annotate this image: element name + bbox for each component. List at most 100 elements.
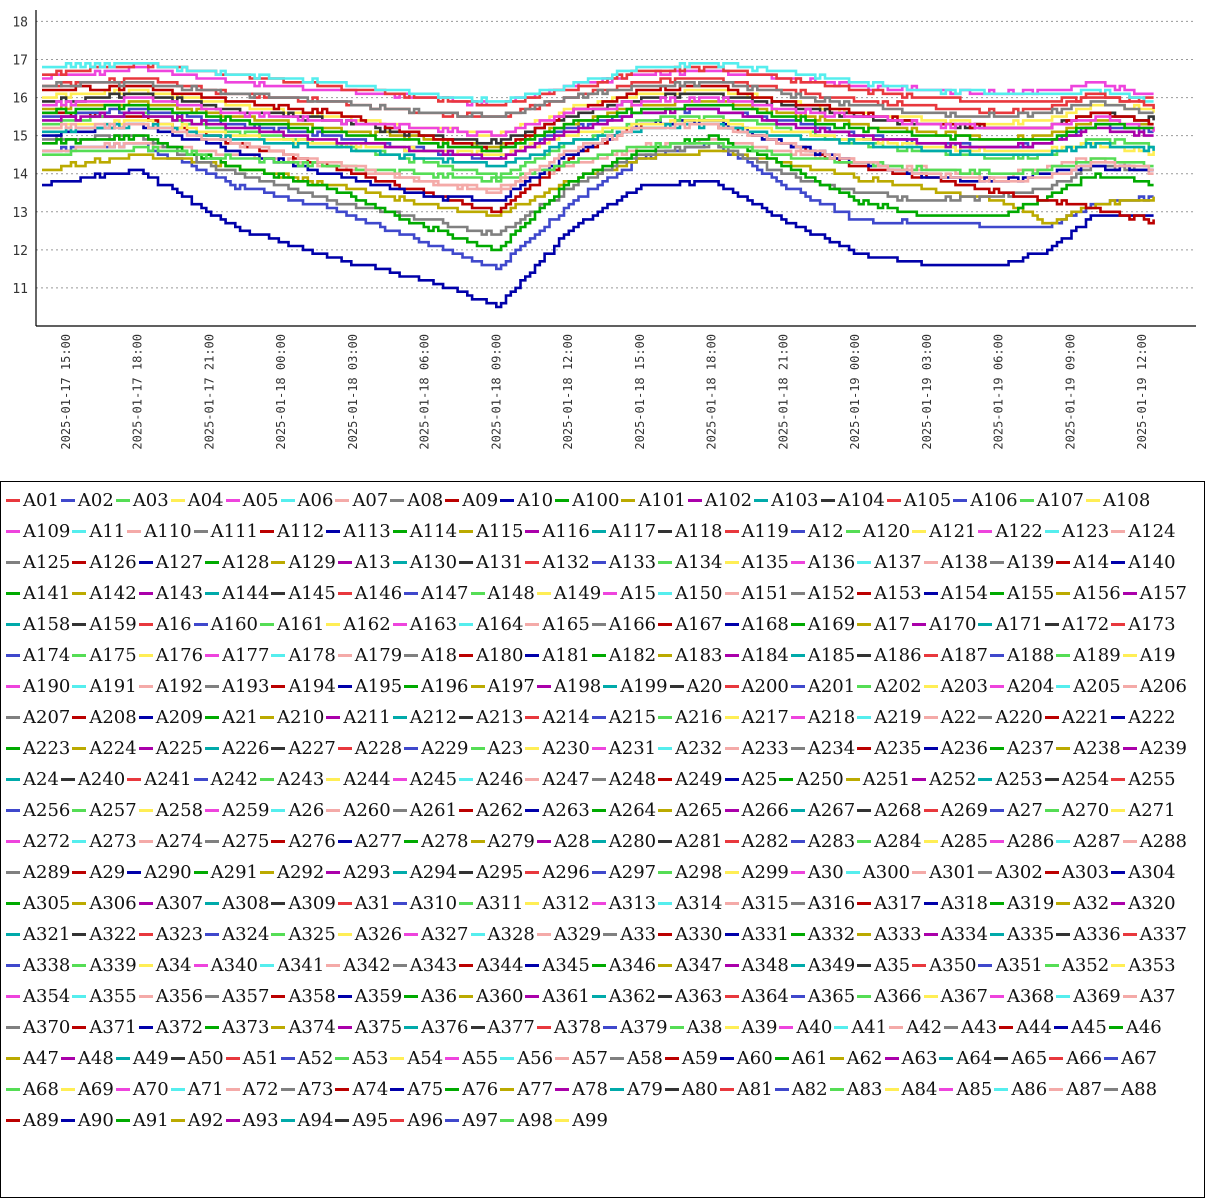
legend-swatch [923,746,938,750]
legend-swatch [392,622,407,626]
legend-swatch [271,994,286,998]
legend-label: A333 [874,924,922,945]
legend-item: A282 [723,826,789,857]
legend-item: A78 [553,1074,608,1105]
legend-swatch [470,591,485,595]
legend-item: A97 [443,1105,498,1136]
legend-swatch [205,839,220,843]
legend-swatch [1056,591,1071,595]
legend-item: A285 [922,826,988,857]
legend-item: A292 [258,857,324,888]
legend-item: A361 [523,981,590,1012]
legend-item: A315 [723,888,789,919]
legend-label: A92 [187,1110,224,1131]
legend-label: A121 [929,521,977,542]
legend-item: A38 [668,1012,723,1043]
legend-item: A181 [523,640,590,671]
legend-label: A30 [807,862,844,883]
legend-item: A225 [137,733,203,764]
legend-swatch [6,839,20,843]
legend-swatch [591,653,606,657]
legend-swatch [470,839,485,843]
legend-label: A273 [89,831,137,852]
legend-item: A210 [258,702,324,733]
legend-item: A194 [269,671,336,702]
legend-label: A328 [487,924,535,945]
legend-label: A146 [354,583,403,604]
legend-swatch [404,932,419,936]
legend-item: A14 [1054,547,1109,578]
legend-label: A316 [807,893,856,914]
legend-label: A32 [1073,893,1110,914]
legend-swatch [658,529,673,533]
legend-label: A118 [675,521,723,542]
legend-item: A170 [910,609,976,640]
legend-swatch [127,777,142,781]
legend-label: A319 [1006,893,1055,914]
legend-swatch [536,591,551,595]
legend-item: A215 [590,702,656,733]
legend-item: A377 [469,1012,535,1043]
legend-item: A297 [590,857,656,888]
legend-swatch [912,622,927,626]
legend-swatch [1019,498,1034,502]
legend-item: A41 [832,1012,887,1043]
legend-label: A80 [681,1079,718,1100]
legend-item: A212 [391,702,457,733]
legend-item: A106 [951,485,1018,516]
legend-label: A314 [675,893,723,914]
legend-item: A354 [4,981,70,1012]
legend-label: A221 [1061,707,1110,728]
legend-label: A330 [675,924,723,945]
legend-swatch [6,808,20,812]
legend-label: A189 [1073,645,1121,666]
legend-swatch [72,870,87,874]
legend-label: A231 [608,738,657,759]
legend-item: A283 [789,826,855,857]
legend-swatch [271,901,286,905]
legend-swatch [225,1056,240,1060]
legend-item: A124 [1109,516,1176,547]
legend-label: A85 [956,1079,993,1100]
legend-label: A269 [940,800,988,821]
legend-swatch [459,529,474,533]
legend-item: A244 [324,764,391,795]
legend-item: A364 [723,981,789,1012]
axes [35,10,1196,327]
legend-item: A218 [789,702,855,733]
legend-item: A326 [336,919,402,950]
legend-label: A172 [1061,614,1110,635]
legend-label: A284 [874,831,922,852]
legend-swatch [1085,498,1100,502]
legend-swatch [6,1087,20,1091]
legend-swatch [138,560,153,564]
legend-swatch [205,560,220,564]
legend-item: A34 [137,950,192,981]
legend-swatch [138,839,153,843]
legend-swatch [525,622,540,626]
legend-item: A343 [391,950,457,981]
legend-label: A145 [288,583,336,604]
legend-item: A67 [1102,1043,1157,1074]
legend-swatch [459,808,474,812]
legend-label: A257 [89,800,137,821]
legend-item: A122 [976,516,1043,547]
legend-item: A03 [114,485,169,516]
legend-swatch [923,932,938,936]
legend-item: A365 [789,981,855,1012]
legend-item: A277 [336,826,402,857]
legend-label: A122 [995,521,1043,542]
legend-swatch [138,932,153,936]
legend-swatch [889,1025,904,1029]
legend-item: A223 [4,733,70,764]
legend-label: A16 [155,614,192,635]
legend-swatch [1056,653,1071,657]
series-line-a06 [42,62,1154,103]
legend-item: A11 [70,516,125,547]
legend-item: A334 [922,919,988,950]
legend-swatch [658,653,673,657]
legend-swatch [72,560,87,564]
legend-item: A281 [656,826,723,857]
legend-swatch [687,498,702,502]
legend-swatch [658,715,673,719]
